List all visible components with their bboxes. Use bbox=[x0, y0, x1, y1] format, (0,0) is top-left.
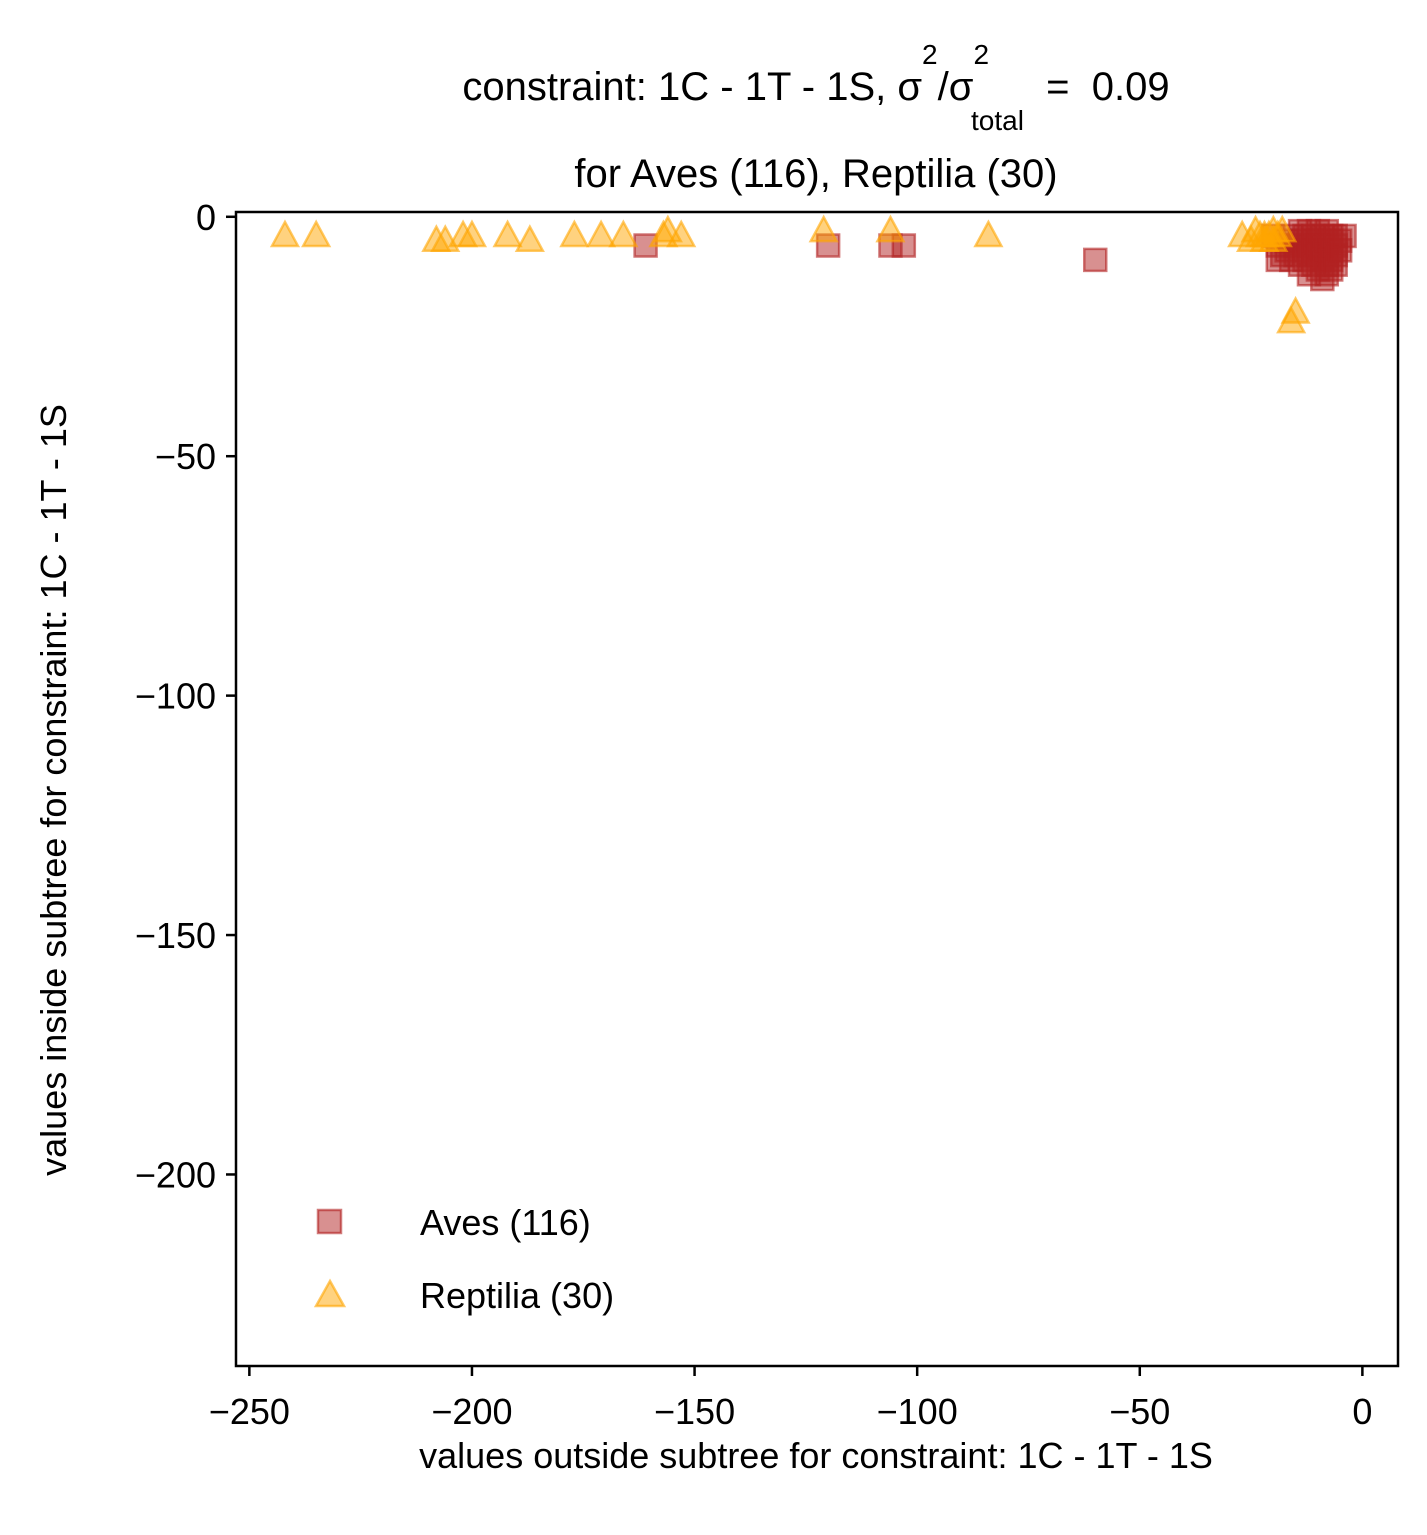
reptilia-point bbox=[456, 219, 488, 248]
y-tick-label: −150 bbox=[135, 915, 216, 956]
y-axis-ticks: 0 −50 −100 −150 −200 bbox=[135, 197, 236, 1195]
legend-label-aves: Aves (116) bbox=[420, 1202, 591, 1243]
x-tick-label: −250 bbox=[209, 1391, 290, 1432]
reptilia-point bbox=[666, 219, 697, 248]
title-slash: /σ bbox=[938, 65, 974, 109]
title-sub: total bbox=[971, 105, 1024, 136]
y-axis-label: values inside subtree for constraint: 1C… bbox=[33, 404, 74, 1176]
reptilia-point bbox=[514, 224, 545, 252]
reptilia-point bbox=[559, 219, 590, 248]
x-tick-label: −200 bbox=[431, 1391, 512, 1432]
plot-frame bbox=[234, 210, 1400, 1368]
reptilia-point bbox=[492, 219, 523, 248]
y-tick-label: −50 bbox=[155, 436, 216, 477]
reptilia-point bbox=[1249, 219, 1280, 248]
y-tick-label: 0 bbox=[196, 197, 216, 238]
title-sup1: 2 bbox=[922, 39, 938, 70]
aves-point bbox=[1332, 223, 1357, 249]
legend: Aves (116) Reptilia (30) bbox=[313, 1202, 614, 1316]
title-suffix: = 0.09 bbox=[1024, 65, 1170, 109]
y-tick-label: −100 bbox=[135, 676, 216, 717]
reptilia-point bbox=[269, 219, 301, 248]
legend-marker-reptilia bbox=[313, 1278, 347, 1308]
x-tick-label: 0 bbox=[1352, 1391, 1372, 1432]
reptilia-point bbox=[608, 219, 639, 248]
chart-title-line2: for Aves (116), Reptilia (30) bbox=[574, 152, 1057, 196]
reptilia-point bbox=[875, 214, 906, 243]
legend-label-reptilia: Reptilia (30) bbox=[420, 1275, 614, 1316]
reptilia-point bbox=[808, 214, 839, 243]
title-prefix: constraint: 1C - 1T - 1S, σ bbox=[462, 65, 922, 109]
reptilia-point bbox=[973, 219, 1004, 248]
title-sup2: 2 bbox=[973, 39, 989, 70]
reptilia-point bbox=[1280, 295, 1311, 324]
x-tick-label: −50 bbox=[1109, 1391, 1170, 1432]
x-tick-label: −100 bbox=[877, 1391, 958, 1432]
reptilia-point bbox=[1267, 214, 1298, 243]
reptilia-point bbox=[585, 219, 617, 248]
y-tick-label: −200 bbox=[135, 1154, 216, 1195]
legend-marker-aves bbox=[316, 1208, 343, 1235]
x-axis-ticks: −250 −200 −150 −100 −50 0 bbox=[209, 1366, 1372, 1432]
chart-title-line1: constraint: 1C - 1T - 1S, σ2/σ2 total = 0… bbox=[462, 39, 1169, 136]
reptilia-point bbox=[301, 219, 332, 248]
x-axis-label: values outside subtree for constraint: 1… bbox=[419, 1435, 1213, 1476]
data-points bbox=[269, 214, 1357, 334]
aves-point bbox=[1083, 247, 1108, 273]
x-tick-label: −150 bbox=[654, 1391, 735, 1432]
